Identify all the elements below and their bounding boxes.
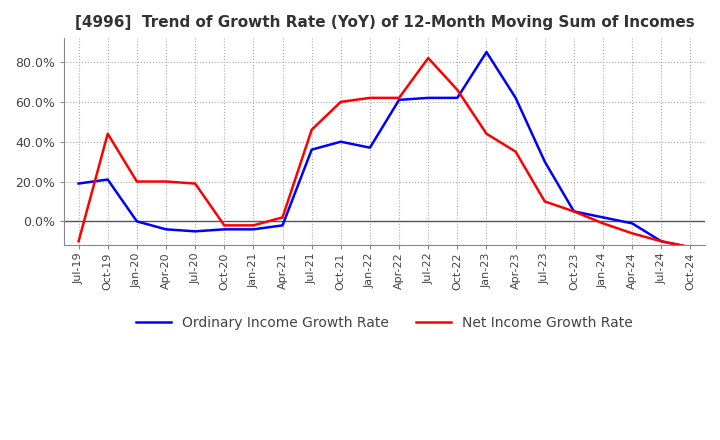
Title: [4996]  Trend of Growth Rate (YoY) of 12-Month Moving Sum of Incomes: [4996] Trend of Growth Rate (YoY) of 12-… <box>75 15 694 30</box>
Net Income Growth Rate <box>307 127 316 132</box>
Ordinary Income Growth Rate <box>336 139 345 144</box>
Net Income Growth Rate <box>366 95 374 100</box>
Net Income Growth Rate <box>424 55 433 61</box>
Net Income Growth Rate <box>541 199 549 204</box>
Net Income Growth Rate <box>162 179 171 184</box>
Ordinary Income Growth Rate <box>191 229 199 234</box>
Ordinary Income Growth Rate <box>657 238 665 244</box>
Ordinary Income Growth Rate <box>570 209 578 214</box>
Ordinary Income Growth Rate <box>366 145 374 150</box>
Ordinary Income Growth Rate <box>249 227 258 232</box>
Net Income Growth Rate <box>628 231 636 236</box>
Net Income Growth Rate <box>570 209 578 214</box>
Net Income Growth Rate <box>657 238 665 244</box>
Line: Net Income Growth Rate: Net Income Growth Rate <box>78 58 690 247</box>
Ordinary Income Growth Rate <box>599 215 608 220</box>
Net Income Growth Rate <box>132 179 141 184</box>
Ordinary Income Growth Rate <box>628 221 636 226</box>
Ordinary Income Growth Rate <box>220 227 228 232</box>
Net Income Growth Rate <box>336 99 345 104</box>
Net Income Growth Rate <box>278 215 287 220</box>
Net Income Growth Rate <box>74 238 83 244</box>
Ordinary Income Growth Rate <box>74 181 83 186</box>
Line: Ordinary Income Growth Rate: Ordinary Income Growth Rate <box>78 52 690 247</box>
Net Income Growth Rate <box>686 245 695 250</box>
Ordinary Income Growth Rate <box>482 49 491 55</box>
Net Income Growth Rate <box>220 223 228 228</box>
Ordinary Income Growth Rate <box>686 245 695 250</box>
Ordinary Income Growth Rate <box>424 95 433 100</box>
Ordinary Income Growth Rate <box>162 227 171 232</box>
Net Income Growth Rate <box>599 221 608 226</box>
Net Income Growth Rate <box>249 223 258 228</box>
Ordinary Income Growth Rate <box>307 147 316 152</box>
Net Income Growth Rate <box>191 181 199 186</box>
Ordinary Income Growth Rate <box>104 177 112 182</box>
Net Income Growth Rate <box>482 131 491 136</box>
Legend: Ordinary Income Growth Rate, Net Income Growth Rate: Ordinary Income Growth Rate, Net Income … <box>130 310 639 335</box>
Net Income Growth Rate <box>104 131 112 136</box>
Ordinary Income Growth Rate <box>453 95 462 100</box>
Ordinary Income Growth Rate <box>278 223 287 228</box>
Net Income Growth Rate <box>511 149 520 154</box>
Ordinary Income Growth Rate <box>511 95 520 100</box>
Ordinary Income Growth Rate <box>541 159 549 164</box>
Net Income Growth Rate <box>395 95 403 100</box>
Net Income Growth Rate <box>453 87 462 92</box>
Ordinary Income Growth Rate <box>395 97 403 103</box>
Ordinary Income Growth Rate <box>132 219 141 224</box>
